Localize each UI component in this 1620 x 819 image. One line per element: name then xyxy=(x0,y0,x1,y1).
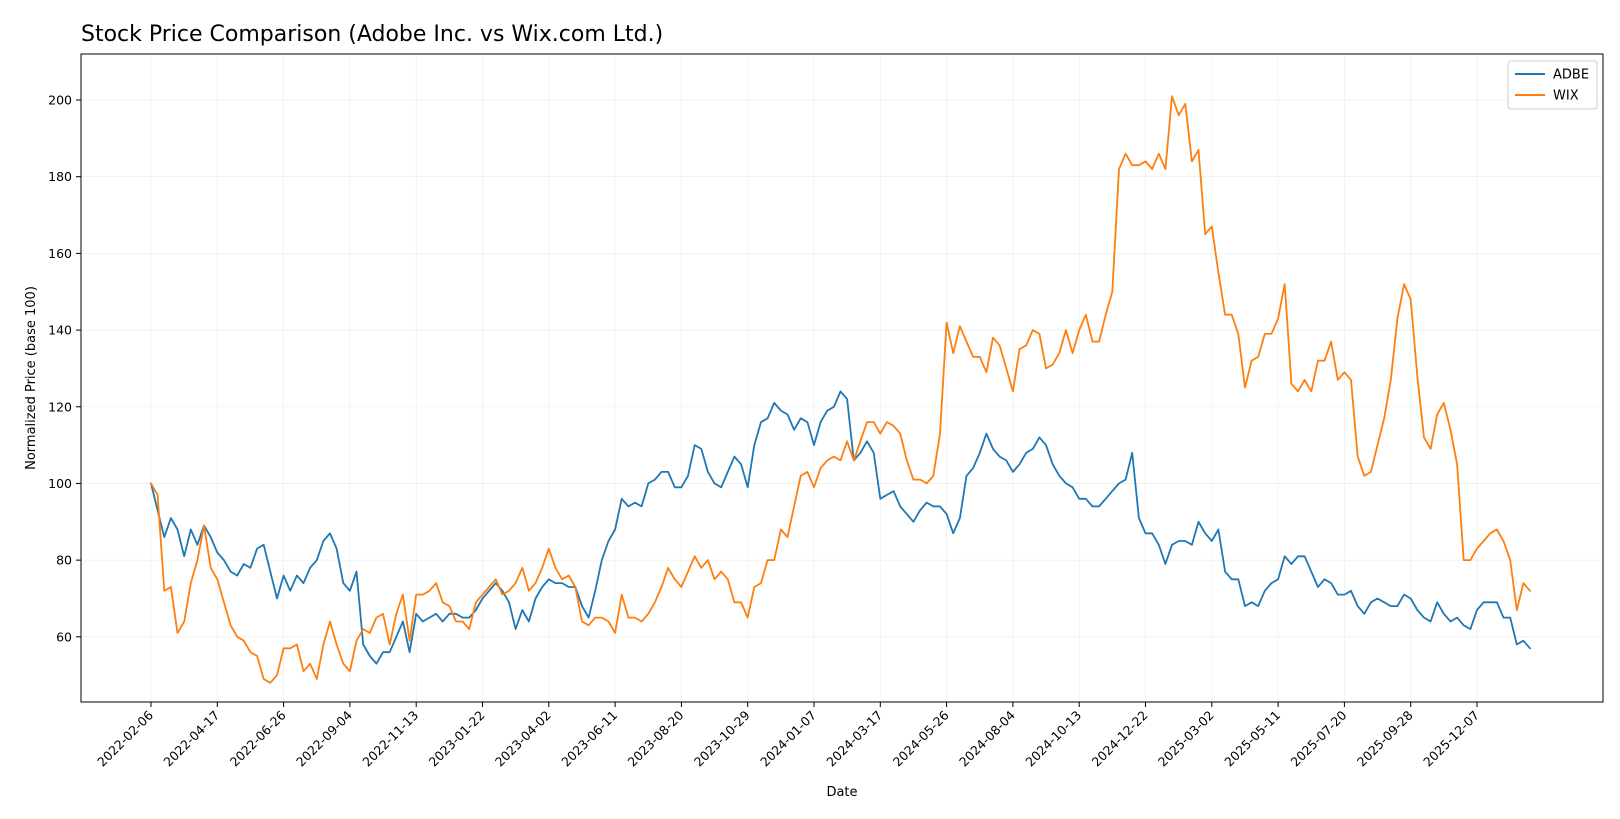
x-tick-label: 2025-03-02 xyxy=(1155,708,1217,770)
y-tick-label: 140 xyxy=(48,323,72,338)
x-tick-label: 2025-05-11 xyxy=(1221,708,1283,770)
x-tick-label: 2022-09-04 xyxy=(293,707,355,769)
x-tick-label: 2023-10-29 xyxy=(691,707,753,769)
chart-title: Stock Price Comparison (Adobe Inc. vs Wi… xyxy=(81,22,663,47)
x-tick-label: 2022-04-17 xyxy=(160,708,222,770)
x-tick-label: 2024-03-17 xyxy=(823,708,885,770)
x-tick-label: 2022-02-06 xyxy=(94,707,156,769)
y-axis-label: Normalized Price (base 100) xyxy=(24,286,39,470)
x-tick-label: 2024-05-26 xyxy=(890,707,952,769)
x-tick-label: 2023-01-22 xyxy=(426,708,488,770)
x-tick-label: 2025-07-20 xyxy=(1288,707,1350,769)
legend-label-adbe: ADBE xyxy=(1553,68,1589,83)
y-tick-label: 200 xyxy=(48,93,72,108)
plot-frame xyxy=(80,53,1604,703)
legend: ADBE WIX xyxy=(1507,60,1598,110)
x-tick-label: 2022-11-13 xyxy=(359,708,421,770)
x-tick-label: 2024-08-04 xyxy=(956,707,1018,769)
series-lines xyxy=(150,95,1531,684)
x-tick-label: 2024-01-07 xyxy=(757,708,819,770)
x-axis-label: Date xyxy=(826,785,857,800)
y-axis-ticks: 60 80 100 120 140 160 180 200 xyxy=(48,93,81,644)
y-tick-label: 100 xyxy=(48,476,72,491)
x-tick-label: 2023-04-02 xyxy=(492,708,554,770)
x-axis-ticks: 2022-02-06 2022-04-17 2022-06-26 2022-09-04… xyxy=(94,702,1482,769)
y-tick-label: 160 xyxy=(48,246,72,261)
y-tick-label: 80 xyxy=(56,553,72,568)
x-tick-label: 2024-10-13 xyxy=(1022,708,1084,770)
x-tick-label: 2025-09-28 xyxy=(1354,707,1416,769)
x-tick-label: 2023-08-20 xyxy=(625,707,687,769)
grid-lines xyxy=(81,54,1603,702)
legend-label-wix: WIX xyxy=(1553,89,1579,104)
y-tick-label: 120 xyxy=(48,399,72,414)
series-line-wix xyxy=(150,95,1531,684)
x-tick-label: 2023-06-11 xyxy=(558,708,620,770)
y-tick-label: 60 xyxy=(56,629,72,644)
x-tick-label: 2025-12-07 xyxy=(1420,708,1482,770)
x-tick-label: 2022-06-26 xyxy=(227,707,289,769)
series-line-adbe xyxy=(150,390,1531,665)
x-tick-label: 2024-12-22 xyxy=(1089,708,1151,770)
y-tick-label: 180 xyxy=(48,169,72,184)
